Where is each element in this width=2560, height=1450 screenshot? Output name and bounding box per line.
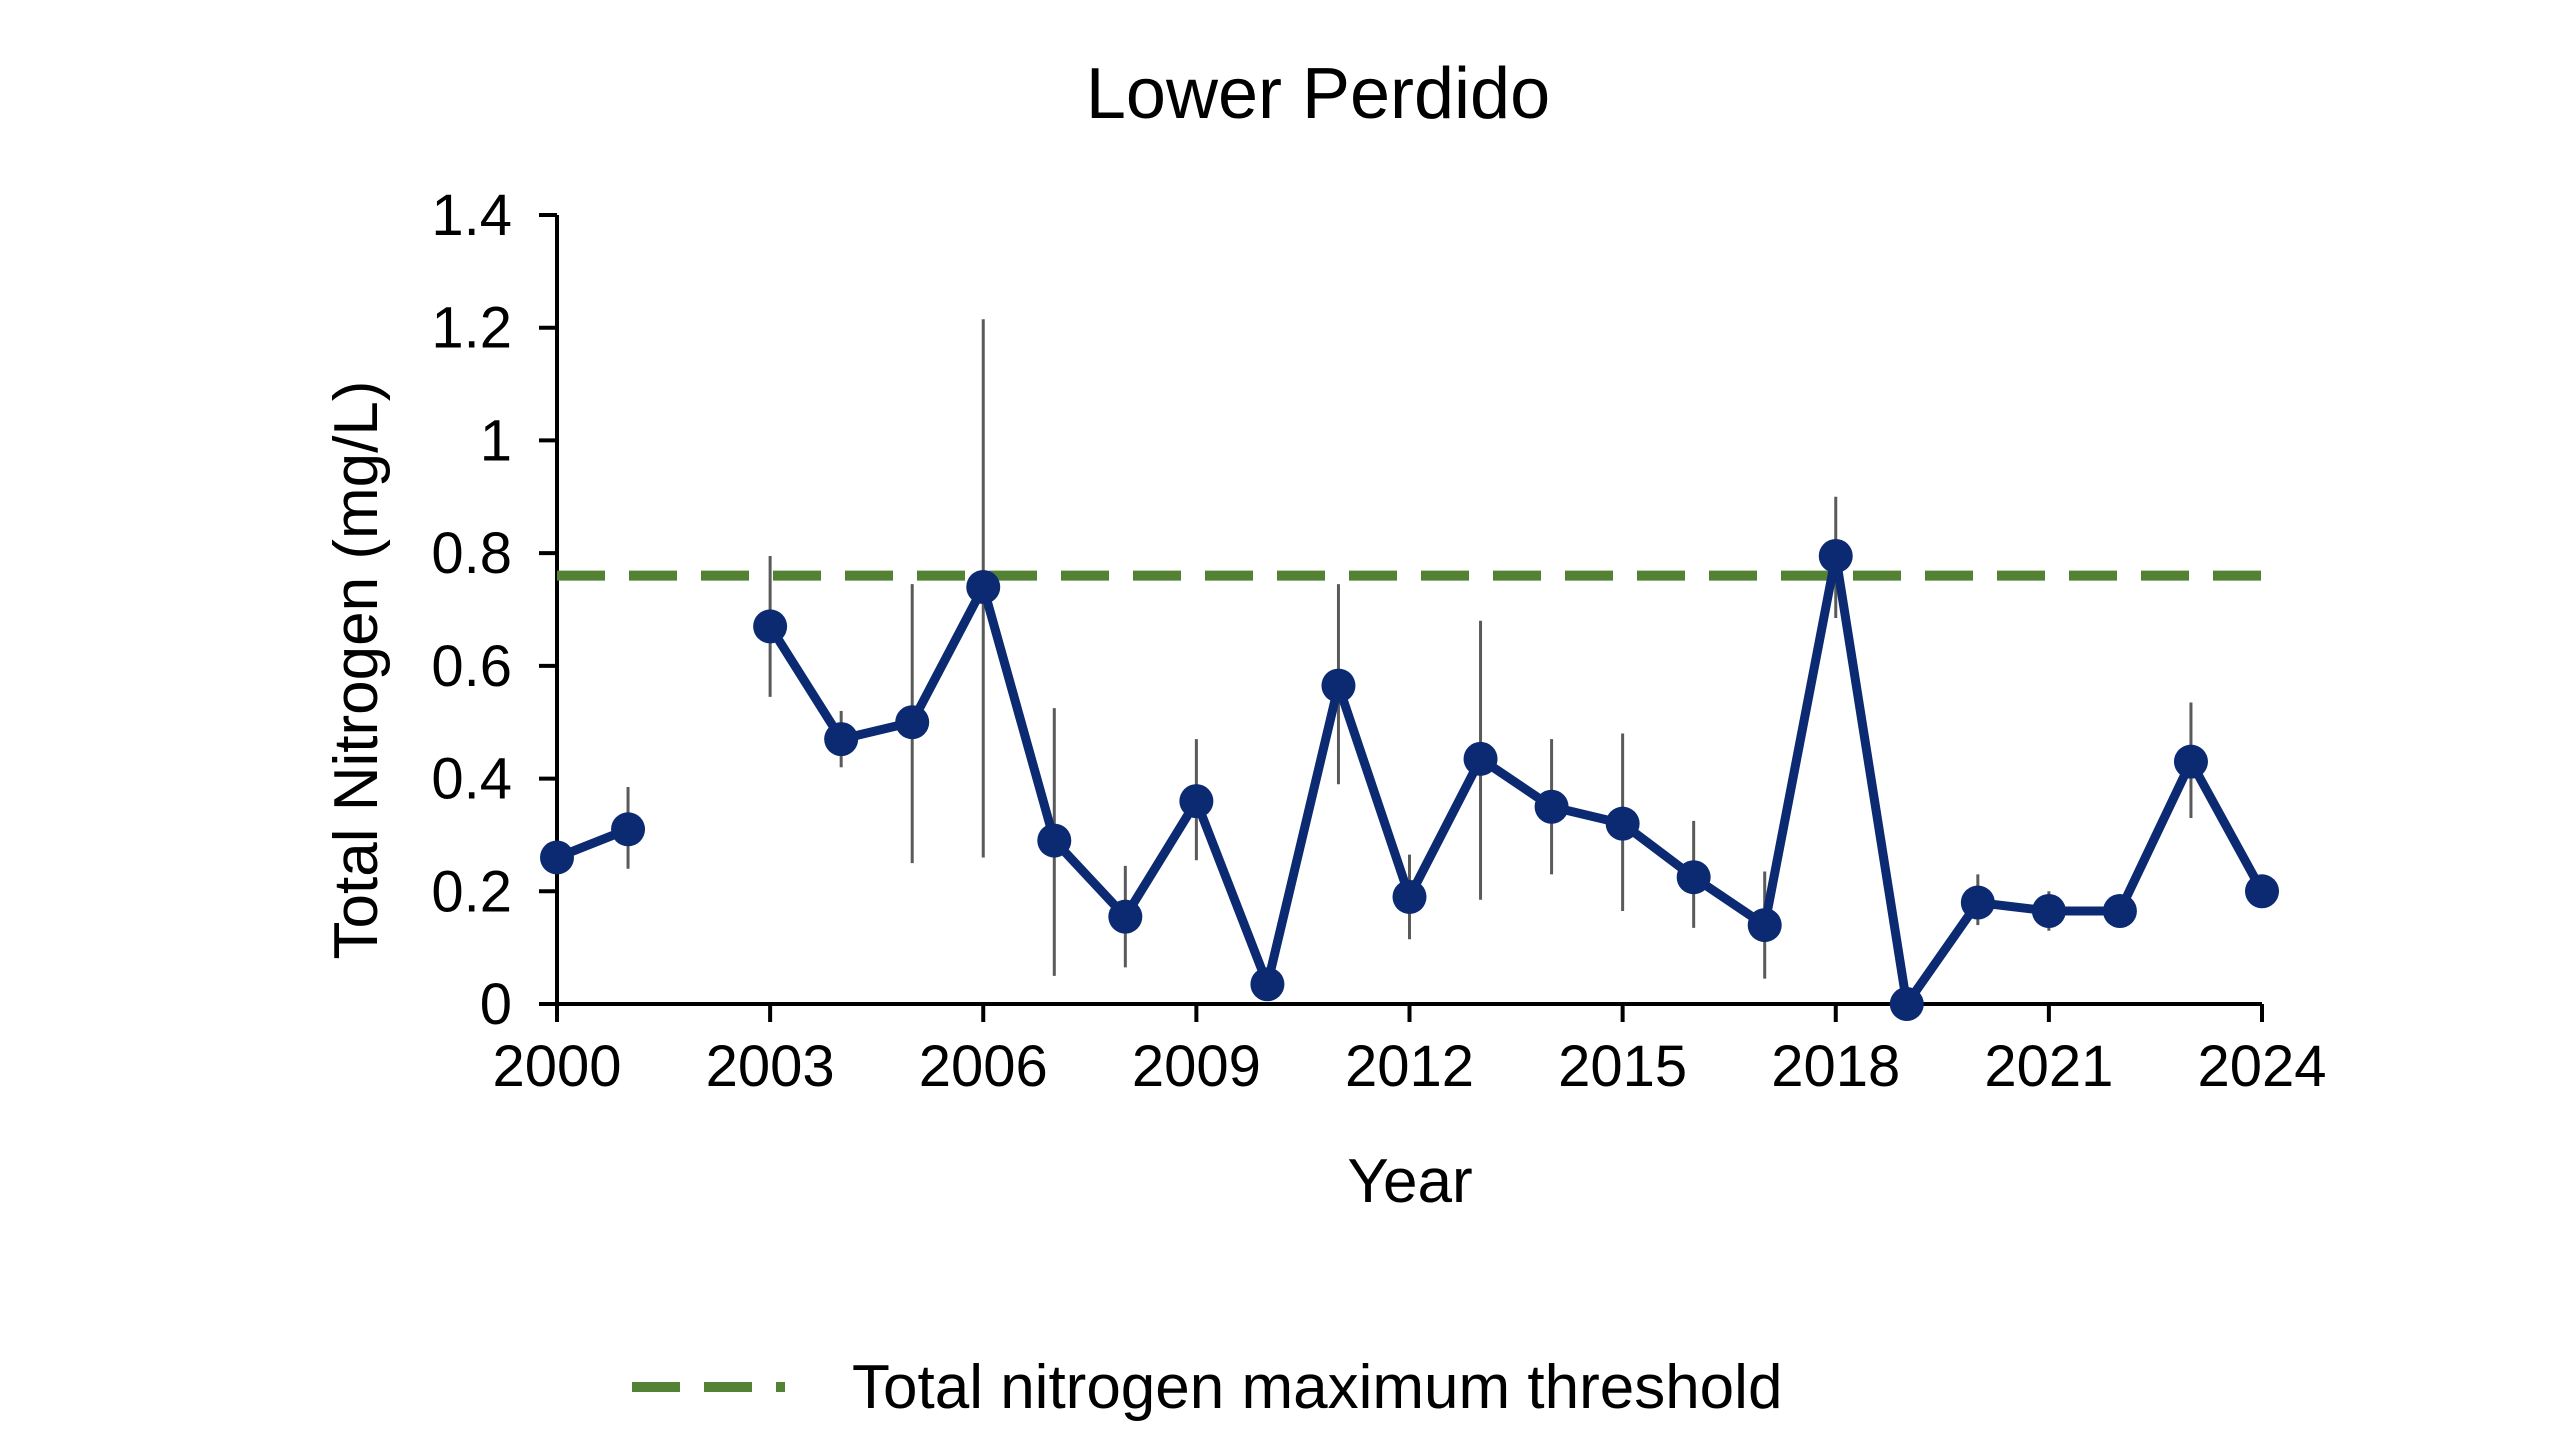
data-point [1960, 885, 1995, 920]
data-point [895, 705, 930, 740]
data-point [1179, 784, 1214, 819]
data-point [1250, 967, 1285, 1002]
data-point [966, 569, 1001, 604]
y-tick-label: 1 [480, 408, 512, 473]
data-point [2102, 894, 2137, 929]
data-point [1747, 908, 1782, 943]
x-tick-label: 2018 [1771, 1034, 1900, 1099]
data-point [2031, 894, 2066, 929]
series-points [540, 538, 2279, 1021]
x-tick-label: 2021 [1984, 1034, 2113, 1099]
y-tick-label: 0 [480, 972, 512, 1037]
y-tick-label: 1.2 [431, 296, 512, 361]
x-tick-label: 2009 [1132, 1034, 1261, 1099]
y-axis-title: Total Nitrogen (mg/L) [322, 381, 391, 960]
data-point [2173, 744, 2208, 779]
tick-labels: 0 0.2 0.4 0.6 0.8 1 1.2 1.4 2000 2003 2006 2009 2012… [431, 183, 2326, 1099]
x-tick-label: 2012 [1345, 1034, 1474, 1099]
chart-title: Lower Perdido [1086, 54, 1550, 134]
data-point [1534, 789, 1569, 824]
series-line [766, 551, 2266, 1009]
data-point [1676, 860, 1711, 895]
x-axis-title: Year [1347, 1147, 1472, 1216]
data-point [1108, 899, 1143, 934]
legend: Total nitrogen maximum threshold [632, 1353, 1782, 1422]
data-point [611, 812, 646, 847]
y-tick-label: 0.2 [431, 859, 512, 924]
y-tick-label: 0.6 [431, 634, 512, 699]
data-point [1818, 538, 1853, 573]
data-point [1463, 741, 1498, 776]
data-point [753, 609, 788, 644]
legend-threshold-label: Total nitrogen maximum threshold [852, 1353, 1782, 1422]
data-point [1392, 879, 1427, 914]
data-point [1605, 806, 1640, 841]
error-bars [626, 319, 2193, 979]
x-tick-label: 2006 [919, 1034, 1048, 1099]
data-point [540, 840, 574, 875]
x-tick-label: 2000 [492, 1034, 621, 1099]
x-tick-label: 2015 [1558, 1034, 1687, 1099]
data-point [1037, 823, 1072, 858]
data-point [1321, 668, 1356, 703]
y-tick-label: 1.4 [431, 183, 512, 248]
data-point [824, 722, 859, 757]
y-tick-label: 0.8 [431, 521, 512, 586]
data-point [1889, 987, 1924, 1021]
x-tick-label: 2003 [706, 1034, 835, 1099]
data-point [2245, 874, 2279, 909]
y-tick-label: 0.4 [431, 747, 512, 812]
x-tick-label: 2024 [2197, 1034, 2326, 1099]
